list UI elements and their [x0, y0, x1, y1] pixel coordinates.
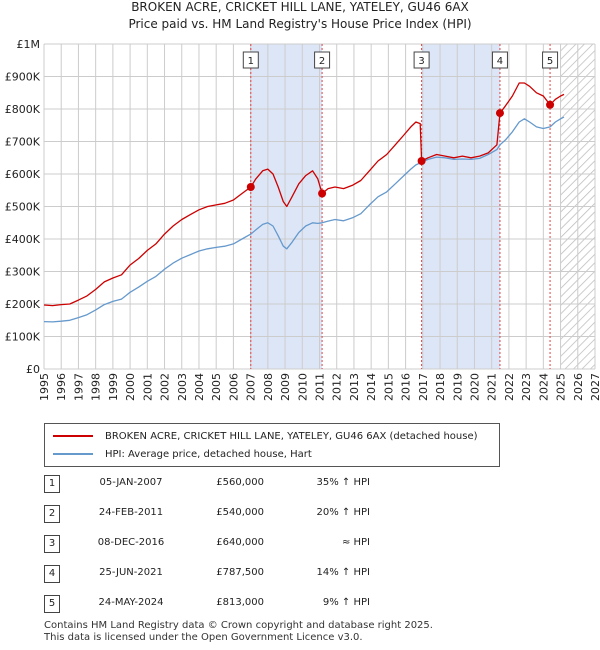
x-tick-label: 2007 — [245, 373, 258, 401]
transaction-date: 24-MAY-2024 — [98, 597, 164, 608]
transaction-row: 3 08-DEC-2016 £640,000 ≈ HPI — [44, 535, 504, 555]
x-tick-label: 2000 — [124, 373, 137, 401]
sale-number-box — [314, 51, 331, 69]
transaction-row: 1 05-JAN-2007 £560,000 35% ↑ HPI — [44, 475, 504, 495]
x-tick-label: 1996 — [55, 373, 68, 401]
transaction-hpi: 35% ↑ HPI — [316, 477, 370, 488]
sale-number-label: 3 — [418, 56, 424, 67]
transaction-date: 08-DEC-2016 — [97, 537, 165, 548]
x-tick-label: 2025 — [555, 373, 568, 401]
x-tick-label: 2004 — [193, 373, 206, 401]
x-tick-label: 2024 — [537, 373, 550, 401]
x-tick-label: 2003 — [176, 373, 189, 401]
x-tick-label: 2017 — [417, 373, 430, 401]
series-line-hpi — [43, 116, 565, 323]
y-tick-label: £600K — [5, 168, 41, 181]
transaction-date: 24-FEB-2011 — [98, 507, 164, 518]
y-tick-label: £800K — [5, 103, 41, 116]
sale-point — [546, 100, 555, 109]
price-chart: 1 2 3 4 5 £0 £100K £200K £300K £400K £500K £600K £7… — [5, 38, 600, 401]
transaction-number: 5 — [44, 595, 60, 613]
y-tick-label: £200K — [5, 298, 41, 311]
sale-number-box — [542, 51, 559, 69]
transaction-price: £540,000 — [216, 507, 264, 518]
y-tick-label: £500K — [5, 201, 41, 214]
sale-number-label: 4 — [497, 56, 503, 67]
legend: BROKEN ACRE, CRICKET HILL LANE, YATELEY,… — [44, 423, 500, 467]
transaction-row: 5 24-MAY-2024 £813,000 9% ↑ HPI — [44, 595, 504, 615]
transaction-number: 3 — [44, 535, 60, 553]
transaction-hpi: 20% ↑ HPI — [316, 507, 370, 518]
legend-label-price: BROKEN ACRE, CRICKET HILL LANE, YATELEY,… — [105, 430, 478, 442]
sale-number-box — [491, 51, 508, 69]
y-tick-label: £700K — [5, 136, 41, 149]
x-tick-label: 2014 — [365, 373, 378, 401]
transaction-date: 05-JAN-2007 — [99, 477, 163, 488]
sale-number-box — [242, 51, 259, 69]
legend-item-price: BROKEN ACRE, CRICKET HILL LANE, YATELEY,… — [53, 429, 478, 443]
transaction-date: 25-JUN-2021 — [99, 567, 163, 578]
sale-number-label: 2 — [319, 56, 325, 67]
y-tick-label: £100K — [5, 331, 41, 344]
sale-point — [495, 109, 504, 118]
sale-number-label: 5 — [547, 56, 553, 67]
x-tick-label: 2009 — [279, 373, 292, 401]
x-tick-label: 2019 — [451, 373, 464, 401]
x-tick-label: 1998 — [90, 373, 103, 401]
chart-title: BROKEN ACRE, CRICKET HILL LANE, YATELEY,… — [131, 0, 469, 14]
transaction-price: £640,000 — [216, 537, 264, 548]
x-tick-label: 2011 — [314, 373, 327, 401]
transaction-hpi: 14% ↑ HPI — [316, 567, 370, 578]
y-tick-label: £1M — [17, 38, 41, 51]
y-tick-label: £900K — [5, 71, 41, 84]
x-tick-label: 2015 — [382, 373, 395, 401]
legend-item-hpi: HPI: Average price, detached house, Hart — [53, 447, 312, 461]
x-tick-label: 2027 — [589, 373, 600, 401]
transaction-hpi: 9% ↑ HPI — [322, 597, 370, 608]
sale-point — [417, 157, 426, 165]
x-tick-label: 2013 — [348, 373, 361, 401]
sale-point — [318, 189, 327, 198]
transaction-price: £813,000 — [216, 597, 264, 608]
transaction-price: £560,000 — [216, 477, 264, 488]
y-tick-label: £0 — [26, 363, 40, 376]
y-tick-label: £400K — [5, 233, 41, 246]
x-tick-label: 2005 — [210, 373, 223, 401]
legend-swatch-price — [53, 435, 93, 437]
x-tick-label: 1995 — [38, 373, 51, 401]
x-tick-label: 2023 — [520, 373, 533, 401]
x-tick-label: 2008 — [262, 373, 275, 401]
transaction-hpi: ≈ HPI — [341, 537, 370, 548]
x-tick-label: 2002 — [159, 373, 172, 401]
y-tick-label: £300K — [5, 266, 41, 279]
sale-number-box — [413, 51, 430, 69]
x-tick-label: 2006 — [227, 373, 240, 401]
sale-number-label: 1 — [248, 56, 254, 67]
transaction-number: 1 — [44, 475, 60, 493]
chart-subtitle: Price paid vs. HM Land Registry's House … — [128, 17, 472, 31]
x-tick-label: 2022 — [503, 373, 516, 401]
x-tick-label: 2001 — [141, 373, 154, 401]
transaction-number: 2 — [44, 505, 60, 523]
x-tick-label: 1999 — [107, 373, 120, 401]
transaction-number: 4 — [44, 565, 60, 583]
x-tick-label: 2016 — [400, 373, 413, 401]
series-line-price — [43, 82, 565, 307]
transaction-row: 2 24-FEB-2011 £540,000 20% ↑ HPI — [44, 505, 504, 525]
x-tick-label: 1997 — [72, 373, 85, 401]
x-tick-label: 2018 — [434, 373, 447, 401]
footer-copyright: Contains HM Land Registry data © Crown c… — [44, 620, 433, 631]
x-tick-label: 2010 — [296, 373, 309, 401]
transaction-row: 4 25-JUN-2021 £787,500 14% ↑ HPI — [44, 565, 504, 585]
x-tick-label: 2026 — [572, 373, 585, 401]
transaction-price: £787,500 — [216, 567, 264, 578]
sale-point — [246, 183, 255, 191]
x-tick-label: 2012 — [331, 373, 344, 401]
x-tick-label: 2020 — [468, 373, 481, 401]
legend-label-hpi: HPI: Average price, detached house, Hart — [105, 448, 312, 460]
footer-licence: This data is licensed under the Open Gov… — [44, 632, 363, 643]
x-tick-label: 2021 — [486, 373, 499, 401]
legend-swatch-hpi — [53, 453, 93, 455]
